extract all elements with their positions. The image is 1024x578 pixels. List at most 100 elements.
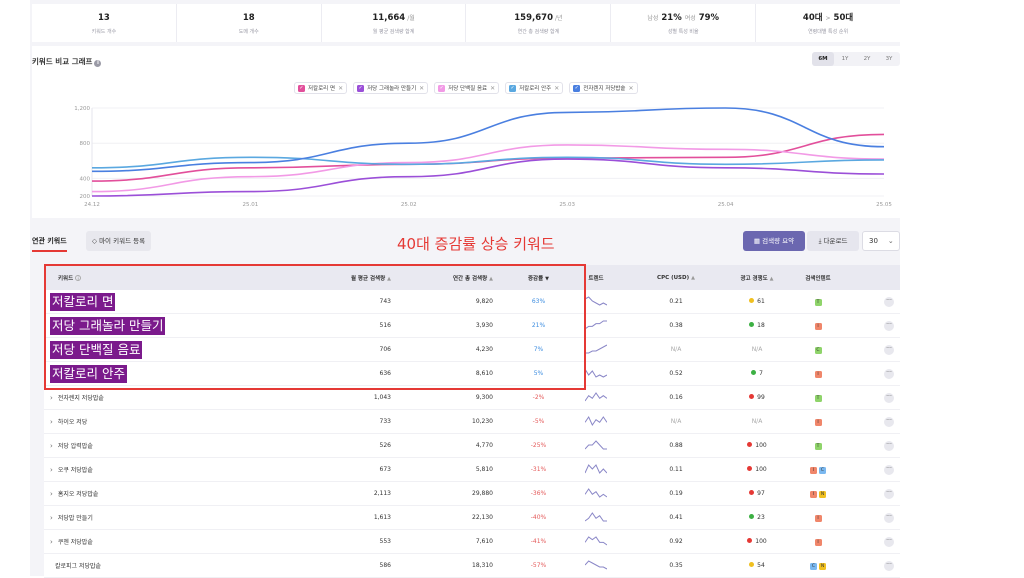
monthly-volume: 516	[379, 322, 391, 329]
keyword-text[interactable]: 칼로피그 저당밥솥	[55, 563, 102, 570]
monthly-volume: 1,613	[373, 514, 391, 521]
sparkline-path	[584, 535, 608, 545]
keyword-cell: › 저당 압력밥솥	[44, 434, 269, 457]
download-label: 다운로드	[823, 237, 848, 245]
col-competition[interactable]: 광고 경쟁도 ▲	[726, 274, 788, 282]
annual-volume: 5,810	[475, 466, 493, 473]
cpc-value: 0.38	[669, 322, 683, 329]
intent-badge: C	[819, 466, 826, 474]
series-line[interactable]	[91, 158, 885, 197]
table-row[interactable]: 저칼로리 면 743 9,820 63% 0.21 61 T ···	[44, 290, 900, 314]
x-tick-label: 25.01	[243, 202, 259, 208]
table-row[interactable]: 저칼로리 안주 636 8,610 5% 0.52 7 I ···	[44, 362, 900, 386]
keyword-text[interactable]: 하이오 저당	[57, 419, 88, 426]
intent-badge: I	[814, 370, 822, 378]
period-tab-2y[interactable]: 2Y	[863, 56, 871, 62]
table-row[interactable]: › 홈지오 저당밥솥 2,113 29,880 -36% 0.19 97 I N ···	[44, 482, 900, 506]
more-icon[interactable]: ···	[884, 440, 894, 451]
info-icon[interactable]: i	[94, 60, 102, 67]
search-summary-button[interactable]: ▦ 검색량 요약	[743, 231, 805, 251]
legend-item[interactable]: ✓ 저칼로리 안주 ✕	[505, 82, 564, 94]
table-row[interactable]: 저당 단백질 음료 706 4,230 7% N/A N/A C ···	[44, 338, 900, 362]
chevron-right-icon[interactable]: ›	[50, 537, 53, 546]
intent-badge: T	[814, 442, 822, 450]
trend-cell	[566, 463, 626, 476]
close-icon[interactable]: ✕	[490, 84, 496, 92]
legend-item[interactable]: ✓ 저칼로리 면 ✕	[294, 82, 348, 94]
keyword-text[interactable]: 오쿠 저당밥솥	[57, 467, 93, 474]
intent-badge: I	[814, 514, 822, 522]
trend-cell	[566, 535, 626, 548]
more-icon[interactable]: ···	[884, 536, 894, 547]
more-icon[interactable]: ···	[884, 368, 894, 379]
series-line[interactable]	[91, 156, 885, 169]
table-row[interactable]: › 저당 압력밥솥 526 4,770 -25% 0.88 100 T ···	[44, 434, 900, 458]
page-size-select[interactable]: 30 ⌄	[862, 231, 900, 251]
keyword-text[interactable]: 저당 그래놀라 만들기	[50, 316, 166, 335]
keyword-text[interactable]: 저당 압력밥솥	[57, 443, 93, 450]
sort-icon: ▲	[691, 274, 695, 281]
series-line[interactable]	[91, 144, 885, 193]
chevron-right-icon[interactable]: ›	[50, 393, 53, 402]
col-keyword-label: 키워드	[58, 275, 74, 282]
series-line[interactable]	[91, 107, 885, 173]
sparkline	[584, 535, 608, 545]
table-row[interactable]: 칼로피그 저당밥솥 586 18,310 -57% 0.35 54 C N ···	[44, 554, 900, 578]
keyword-text[interactable]: 홈지오 저당밥솥	[57, 491, 99, 498]
more-icon[interactable]: ···	[884, 344, 894, 355]
chevron-right-icon[interactable]: ›	[50, 513, 53, 522]
more-icon[interactable]: ···	[884, 320, 894, 331]
more-icon[interactable]: ···	[884, 296, 894, 307]
period-tab-1y[interactable]: 1Y	[841, 56, 849, 62]
checkbox-icon: ✓	[573, 84, 581, 92]
keyword-text[interactable]: 쿠첸 저당밥솥	[57, 539, 93, 546]
more-icon[interactable]: ···	[884, 464, 894, 475]
download-button[interactable]: ⤓ 다운로드	[807, 231, 859, 251]
chevron-right-icon[interactable]: ›	[50, 489, 53, 498]
change-rate: -5%	[532, 418, 545, 425]
close-icon[interactable]: ✕	[419, 84, 425, 92]
legend-item[interactable]: ✓ 저당 단백질 음료 ✕	[434, 82, 500, 94]
keyword-text[interactable]: 저당밥 만들기	[57, 515, 93, 522]
keyword-text[interactable]: 저칼로리 면	[50, 292, 116, 311]
more-icon[interactable]: ···	[884, 488, 894, 499]
y-tick-label: 800	[80, 141, 91, 147]
table-row[interactable]: › 하이오 저당 733 10,230 -5% N/A N/A I ···	[44, 410, 900, 434]
stat-value: 18	[242, 13, 255, 23]
table-row[interactable]: 저당 그래놀라 만들기 516 3,930 21% 0.38 18 I ···	[44, 314, 900, 338]
period-tab-6m[interactable]: 6M	[812, 52, 834, 66]
table-row[interactable]: › 전자렌지 저당밥솥 1,043 9,300 -2% 0.16 99 T ···	[44, 386, 900, 410]
keyword-text[interactable]: 저당 단백질 음료	[50, 340, 143, 359]
keyword-text[interactable]: 저칼로리 안주	[50, 364, 127, 383]
more-icon[interactable]: ···	[884, 392, 894, 403]
change-rate: 5%	[533, 370, 544, 377]
chevron-right-icon[interactable]: ›	[50, 417, 53, 426]
chevron-right-icon[interactable]: ›	[50, 441, 53, 450]
chevron-right-icon[interactable]: ›	[50, 465, 53, 474]
table-row[interactable]: › 저당밥 만들기 1,613 22,130 -40% 0.41 23 I ···	[44, 506, 900, 530]
competition-dot-icon	[749, 490, 755, 495]
col-keyword[interactable]: 키워드 i	[44, 265, 269, 290]
period-tab-3y[interactable]: 3Y	[885, 56, 893, 62]
close-icon[interactable]: ✕	[554, 84, 560, 92]
more-icon[interactable]: ···	[884, 416, 894, 427]
annual-volume: 10,230	[472, 418, 493, 425]
legend-item[interactable]: ✓ 전자렌지 저당밥솥 ✕	[569, 82, 638, 94]
competition-dot-icon	[747, 538, 753, 543]
col-cpc[interactable]: CPC (USD) ▲	[626, 275, 726, 281]
keyword-text[interactable]: 전자렌지 저당밥솥	[57, 395, 104, 402]
col-annual[interactable]: 연간 총 검색량 ▲	[411, 274, 511, 282]
table-row[interactable]: › 오쿠 저당밥솥 673 5,810 -31% 0.11 100 I C ···	[44, 458, 900, 482]
table-row[interactable]: › 쿠첸 저당밥솥 553 7,610 -41% 0.92 100 I ···	[44, 530, 900, 554]
col-monthly[interactable]: 월 평균 검색량 ▲	[269, 274, 411, 282]
more-icon[interactable]: ···	[884, 560, 894, 571]
annual-volume: 18,310	[472, 562, 493, 569]
close-icon[interactable]: ✕	[338, 84, 344, 92]
more-icon[interactable]: ···	[884, 512, 894, 523]
legend-item[interactable]: ✓ 저당 그래놀라 만들기 ✕	[353, 82, 429, 94]
col-rate[interactable]: 증감률 ▼	[511, 274, 566, 282]
trend-cell	[566, 559, 626, 572]
close-icon[interactable]: ✕	[628, 84, 634, 92]
tab-my-keywords[interactable]: ◇ 마이 키워드 등록	[86, 231, 152, 251]
tab-related-keywords[interactable]: 연관 키워드	[32, 236, 67, 252]
